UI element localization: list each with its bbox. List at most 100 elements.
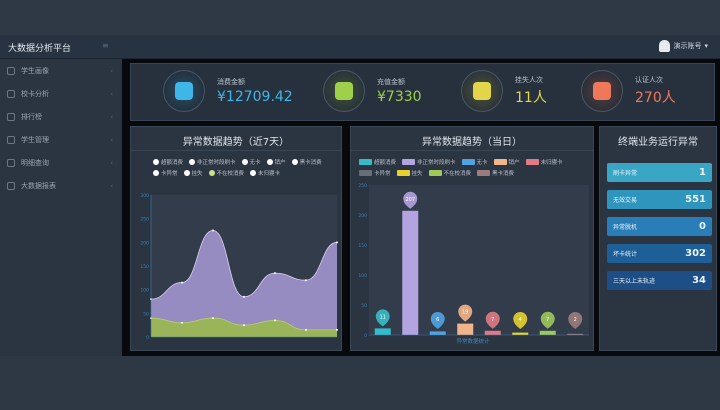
legend-marker bbox=[153, 159, 159, 165]
terminal-value: 34 bbox=[692, 275, 706, 286]
legend-item[interactable]: 黑卡消费 bbox=[477, 169, 514, 177]
data-point bbox=[212, 229, 214, 232]
data-label: 7 bbox=[491, 317, 494, 323]
terminal-item[interactable]: 三天以上未轨迹 34 bbox=[607, 271, 712, 290]
legend-item[interactable]: 销户 bbox=[266, 158, 286, 166]
legend-label: 未归寝卡 bbox=[540, 160, 563, 166]
menu-icon bbox=[7, 89, 15, 98]
y-tick-label: 200 bbox=[358, 213, 367, 219]
sidebar-item[interactable]: 学生画像 ‹ bbox=[0, 59, 122, 82]
data-label: 207 bbox=[405, 197, 415, 203]
chart-legend: 超额消费 非正常时段刷卡 无卡 销户 黑卡消费卡异常 挂失 不在校消费 未归寝卡 bbox=[153, 158, 333, 177]
legend-item[interactable]: 挂失 bbox=[396, 169, 423, 177]
user-menu[interactable]: 演示账号 ▾ bbox=[659, 40, 708, 52]
legend-marker bbox=[525, 159, 539, 165]
sidebar-item-label: 学生画像 bbox=[21, 66, 49, 75]
legend-item[interactable]: 超额消费 bbox=[359, 158, 396, 166]
terminal-value: 0 bbox=[699, 221, 706, 232]
data-point bbox=[243, 324, 245, 327]
data-point bbox=[274, 319, 276, 322]
legend-marker bbox=[189, 159, 196, 165]
data-label: 6 bbox=[436, 317, 439, 323]
panel-title: 终端业务运行异常 bbox=[618, 137, 698, 148]
legend-item[interactable]: 无卡 bbox=[241, 158, 261, 166]
y-tick-label: 150 bbox=[140, 264, 149, 270]
terminal-item[interactable]: 刷卡异常 1 bbox=[607, 163, 712, 182]
menu-icon bbox=[7, 66, 15, 75]
legend-item[interactable]: 黑卡消费 bbox=[291, 158, 322, 166]
data-point bbox=[305, 279, 307, 282]
legend-label: 挂失 bbox=[191, 171, 203, 177]
legend-label: 销户 bbox=[274, 160, 286, 166]
dashboard: 消费金额 ¥12709.42 充值金额 ¥7330 挂失人次 11人 认证人次 270人 异常… bbox=[122, 59, 720, 356]
chevron-right-icon: ‹ bbox=[110, 112, 113, 121]
legend-item[interactable]: 超额消费 bbox=[153, 158, 183, 166]
y-tick-label: 250 bbox=[140, 217, 149, 223]
value-pin bbox=[540, 311, 555, 329]
stat-value: ¥7330 bbox=[377, 89, 422, 105]
legend-label: 挂失 bbox=[411, 171, 423, 177]
data-point bbox=[305, 328, 307, 331]
stat-label: 挂失人次 bbox=[515, 76, 543, 84]
trend-today-panel: 异常数据趋势（当日） 超额消费 非正常时段刷卡 无卡 销户 未归寝卡 卡异常 挂失 不在校消费… bbox=[350, 126, 594, 351]
stat-card: 挂失人次 11人 bbox=[461, 70, 547, 112]
value-pin bbox=[430, 312, 445, 329]
sidebar-item[interactable]: 学生管理 ‹ bbox=[0, 128, 122, 151]
terminal-label: 三天以上未轨迹 bbox=[613, 278, 656, 285]
sidebar-item[interactable]: 排行榜 ‹ bbox=[0, 105, 122, 128]
terminal-item[interactable]: 异常脱机 0 bbox=[607, 217, 712, 236]
legend-label: 无卡 bbox=[476, 160, 488, 166]
stat-label: 消费金额 bbox=[217, 78, 245, 86]
data-point bbox=[336, 241, 338, 244]
legend-item[interactable]: 不在校消费 bbox=[208, 169, 244, 177]
legend-item[interactable]: 非正常时段刷卡 bbox=[189, 158, 236, 166]
legend-item[interactable]: 不在校消费 bbox=[428, 169, 471, 177]
chevron-right-icon: ‹ bbox=[110, 135, 113, 144]
sidebar-item[interactable]: 明细查询 ‹ bbox=[0, 151, 122, 174]
terminal-label: 刷卡异常 bbox=[613, 170, 638, 177]
stat-card: 认证人次 270人 bbox=[581, 70, 676, 112]
value-pin bbox=[403, 191, 418, 209]
coins-icon bbox=[163, 70, 205, 112]
sidebar-item[interactable]: 校卡分析 ‹ bbox=[0, 82, 122, 105]
legend-item[interactable]: 挂失 bbox=[183, 169, 203, 177]
legend-label: 非正常时段刷卡 bbox=[417, 160, 456, 166]
sidebar-item[interactable]: 大数据报表 ‹ bbox=[0, 174, 122, 197]
legend-item[interactable]: 非正常时段刷卡 bbox=[402, 158, 456, 166]
stats-bar: 消费金额 ¥12709.42 充值金额 ¥7330 挂失人次 11人 认证人次 270人 bbox=[130, 63, 715, 121]
legend-item[interactable]: 无卡 bbox=[461, 158, 488, 166]
y-tick-label: 100 bbox=[140, 288, 149, 294]
data-label: 19 bbox=[462, 310, 468, 316]
bar bbox=[567, 333, 584, 335]
bar bbox=[512, 332, 529, 335]
y-tick-label: 0 bbox=[146, 335, 149, 341]
y-tick-label: 200 bbox=[140, 240, 149, 246]
top-strip bbox=[0, 0, 720, 35]
money-bag-icon bbox=[323, 70, 365, 112]
legend-item[interactable]: 未归寝卡 bbox=[525, 158, 563, 166]
legend-item[interactable]: 卡异常 bbox=[359, 169, 391, 177]
data-label: 4 bbox=[519, 317, 522, 323]
terminal-label: 无效交易 bbox=[613, 197, 638, 204]
chevron-right-icon: ‹ bbox=[110, 66, 113, 75]
terminal-item[interactable]: 坏卡统计 302 bbox=[607, 244, 712, 263]
legend-marker bbox=[461, 159, 475, 165]
brand-title: 大数据分析平台 bbox=[8, 44, 72, 54]
pointer-icon bbox=[461, 70, 503, 112]
value-pin bbox=[568, 312, 583, 329]
chevron-down-icon: ▾ bbox=[704, 42, 708, 50]
legend-label: 黑卡消费 bbox=[299, 160, 322, 166]
area-series bbox=[151, 318, 337, 337]
menu-toggle-icon[interactable]: ≡ bbox=[102, 41, 109, 50]
id-card-icon bbox=[581, 70, 623, 112]
terminal-item[interactable]: 无效交易 551 bbox=[607, 190, 712, 209]
data-point bbox=[212, 317, 214, 320]
stat-label: 认证人次 bbox=[635, 76, 663, 84]
legend-item[interactable]: 销户 bbox=[493, 158, 520, 166]
legend-item[interactable]: 卡异常 bbox=[153, 169, 178, 177]
terminal-label: 异常脱机 bbox=[613, 224, 638, 231]
legend-item[interactable]: 未归寝卡 bbox=[250, 169, 280, 177]
legend-marker bbox=[266, 159, 273, 165]
sidebar-item-label: 大数据报表 bbox=[21, 181, 56, 190]
stat-value: ¥12709.42 bbox=[217, 89, 293, 105]
